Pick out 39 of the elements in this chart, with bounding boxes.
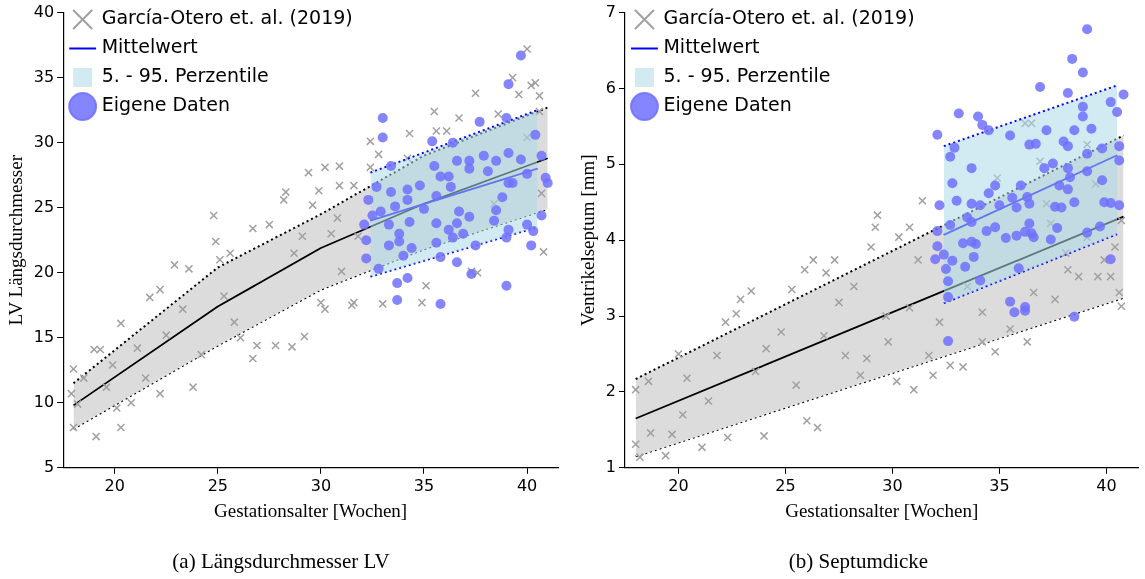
y-tick-label: 7 bbox=[605, 1, 616, 21]
y-tick-label: 3 bbox=[605, 305, 616, 325]
legend-label: García-Otero et. al. (2019) bbox=[101, 6, 353, 29]
x-tick-label: 40 bbox=[1096, 475, 1117, 495]
x-tick-label: 30 bbox=[882, 475, 903, 495]
y-tick-label: 40 bbox=[33, 1, 55, 21]
legend-label: Mittelwert bbox=[663, 35, 760, 58]
x-axis-title: Gestationsalter [Wochen] bbox=[214, 500, 408, 522]
y-tick-label: 20 bbox=[33, 261, 55, 281]
y-tick-label: 30 bbox=[33, 131, 55, 151]
legend-label: García-Otero et. al. (2019) bbox=[663, 6, 915, 29]
text: (b) Septumdicke bbox=[788, 548, 929, 573]
legend-label: 5. - 95. Perzentile bbox=[663, 64, 831, 87]
x-tick-label: 35 bbox=[413, 475, 435, 495]
x-tick-label: 40 bbox=[516, 475, 538, 495]
y-tick-label: 6 bbox=[605, 77, 616, 97]
legend-label: 5. - 95. Perzentile bbox=[101, 64, 269, 87]
y-axis-title: Ventrikelseptum [mm] bbox=[577, 154, 599, 326]
y-tick-label: 5 bbox=[43, 456, 55, 476]
x-tick-label: 35 bbox=[989, 475, 1010, 495]
y-tick-label: 25 bbox=[33, 196, 55, 216]
legend-label: Mittelwert bbox=[101, 35, 198, 58]
y-tick-label: 2 bbox=[605, 381, 616, 401]
x-tick-label: 20 bbox=[104, 475, 125, 495]
legend-label: Eigene Daten bbox=[663, 93, 792, 116]
y-tick-label: 5 bbox=[605, 153, 616, 173]
y-tick-label: 15 bbox=[33, 326, 55, 346]
x-tick-label: 20 bbox=[668, 475, 689, 495]
x-tick-label: 25 bbox=[207, 475, 228, 495]
legend-label: Eigene Daten bbox=[101, 93, 230, 116]
x-axis-title: Gestationsalter [Wochen] bbox=[785, 500, 979, 522]
y-tick-label: 1 bbox=[605, 456, 616, 476]
y-axis-title: LV Längsdurchmesser bbox=[5, 154, 27, 326]
y-tick-label: 10 bbox=[33, 391, 55, 411]
y-tick-label: 35 bbox=[33, 66, 55, 86]
x-tick-label: 30 bbox=[310, 475, 332, 495]
y-tick-label: 4 bbox=[605, 229, 616, 249]
text: (a) Längsdurchmesser LV bbox=[172, 548, 390, 573]
x-tick-label: 25 bbox=[775, 475, 796, 495]
